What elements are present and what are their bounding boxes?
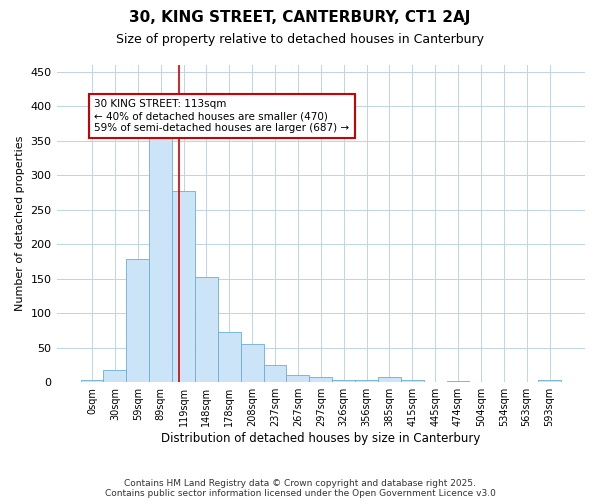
Text: Size of property relative to detached houses in Canterbury: Size of property relative to detached ho… (116, 32, 484, 46)
Bar (218, 332, 241, 382)
Bar (355, 380, 378, 382)
Bar (195, 276, 218, 382)
Bar (378, 376, 401, 382)
Bar (286, 376, 310, 382)
Text: Contains public sector information licensed under the Open Government Licence v3: Contains public sector information licen… (104, 488, 496, 498)
Bar (103, 370, 127, 382)
Bar (332, 380, 355, 382)
Bar (149, 127, 172, 382)
Bar (446, 381, 469, 382)
Bar (538, 380, 561, 382)
Bar (172, 190, 195, 382)
Y-axis label: Number of detached properties: Number of detached properties (15, 136, 25, 312)
X-axis label: Distribution of detached houses by size in Canterbury: Distribution of detached houses by size … (161, 432, 481, 445)
Bar (310, 378, 332, 382)
Bar (241, 344, 263, 382)
Text: Contains HM Land Registry data © Crown copyright and database right 2025.: Contains HM Land Registry data © Crown c… (124, 478, 476, 488)
Bar (80, 380, 103, 382)
Bar (127, 260, 149, 382)
Text: 30 KING STREET: 113sqm
← 40% of detached houses are smaller (470)
59% of semi-de: 30 KING STREET: 113sqm ← 40% of detached… (94, 100, 349, 132)
Text: 30, KING STREET, CANTERBURY, CT1 2AJ: 30, KING STREET, CANTERBURY, CT1 2AJ (130, 10, 470, 25)
Bar (263, 365, 286, 382)
Bar (401, 380, 424, 382)
